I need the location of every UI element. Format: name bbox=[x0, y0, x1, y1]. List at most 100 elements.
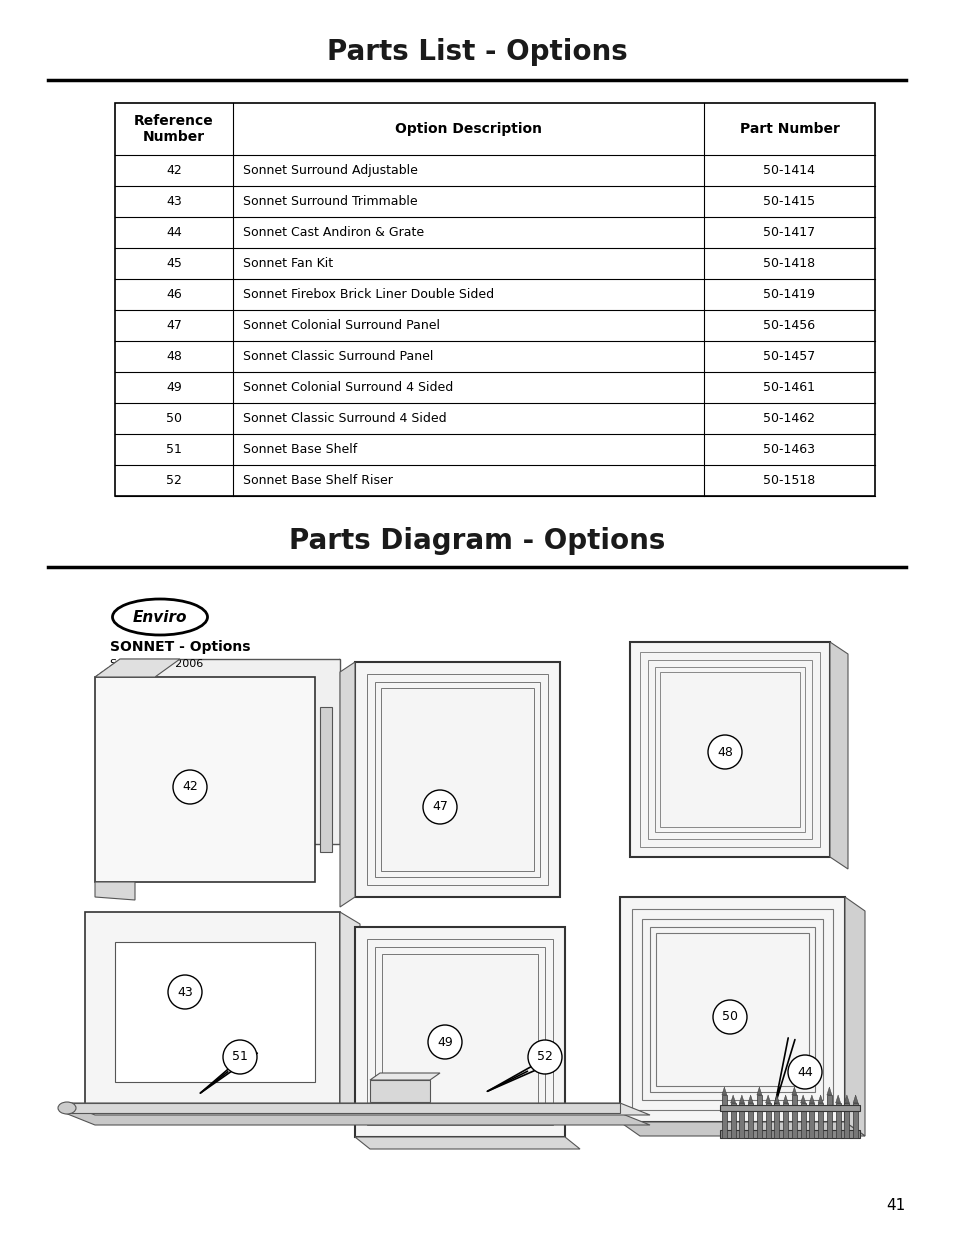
Bar bbox=[367, 674, 547, 885]
Polygon shape bbox=[95, 659, 180, 677]
Text: 50: 50 bbox=[721, 1010, 738, 1024]
Circle shape bbox=[422, 790, 456, 824]
Polygon shape bbox=[791, 1087, 796, 1095]
Polygon shape bbox=[370, 1073, 439, 1079]
Text: SONNET - Options: SONNET - Options bbox=[110, 640, 251, 655]
Bar bbox=[720, 1105, 859, 1112]
Bar bbox=[765, 1103, 770, 1137]
Text: 47: 47 bbox=[432, 800, 448, 814]
Text: Sonnet Fan Kit: Sonnet Fan Kit bbox=[243, 257, 333, 270]
Polygon shape bbox=[355, 1137, 579, 1149]
Ellipse shape bbox=[58, 1102, 76, 1114]
Text: 42: 42 bbox=[182, 781, 197, 794]
Text: Sonnet Classic Surround Panel: Sonnet Classic Surround Panel bbox=[243, 350, 433, 363]
Text: 50-1417: 50-1417 bbox=[762, 226, 815, 240]
Polygon shape bbox=[339, 911, 359, 1107]
Text: September 2006: September 2006 bbox=[110, 659, 203, 669]
Circle shape bbox=[707, 735, 741, 769]
Bar bbox=[381, 953, 537, 1110]
Polygon shape bbox=[818, 1095, 822, 1103]
Polygon shape bbox=[756, 1087, 761, 1095]
Circle shape bbox=[168, 974, 202, 1009]
Polygon shape bbox=[730, 1095, 735, 1103]
Text: Sonnet Surround Trimmable: Sonnet Surround Trimmable bbox=[243, 195, 417, 207]
Bar bbox=[655, 667, 804, 832]
Bar bbox=[791, 1095, 796, 1137]
Circle shape bbox=[712, 1000, 746, 1034]
Bar bbox=[739, 1103, 743, 1137]
Bar bbox=[782, 1103, 787, 1137]
Text: 44: 44 bbox=[797, 1066, 812, 1078]
Text: 45: 45 bbox=[166, 257, 182, 270]
Text: 52: 52 bbox=[166, 474, 182, 487]
Circle shape bbox=[223, 1040, 256, 1074]
Text: Sonnet Colonial Surround 4 Sided: Sonnet Colonial Surround 4 Sided bbox=[243, 382, 453, 394]
Polygon shape bbox=[829, 642, 847, 869]
Text: 49: 49 bbox=[166, 382, 182, 394]
Polygon shape bbox=[765, 1095, 770, 1103]
Bar bbox=[747, 1103, 752, 1137]
Text: 50-1419: 50-1419 bbox=[762, 288, 815, 301]
Text: 51: 51 bbox=[232, 1051, 248, 1063]
Text: 48: 48 bbox=[717, 746, 732, 758]
Polygon shape bbox=[826, 1087, 831, 1095]
Text: Sonnet Colonial Surround Panel: Sonnet Colonial Surround Panel bbox=[243, 319, 439, 332]
Polygon shape bbox=[835, 1095, 840, 1103]
Bar bbox=[641, 919, 822, 1100]
Text: 50-1418: 50-1418 bbox=[762, 257, 815, 270]
Bar bbox=[355, 927, 564, 1137]
Bar bbox=[649, 927, 814, 1092]
Bar bbox=[375, 947, 544, 1116]
Text: 50-1462: 50-1462 bbox=[762, 412, 815, 425]
Bar bbox=[756, 1095, 761, 1137]
Text: 46: 46 bbox=[166, 288, 182, 301]
Polygon shape bbox=[808, 1095, 814, 1103]
Text: Enviro: Enviro bbox=[132, 610, 187, 625]
Ellipse shape bbox=[112, 599, 208, 635]
Text: Part Number: Part Number bbox=[739, 122, 839, 136]
Text: 50-1456: 50-1456 bbox=[762, 319, 815, 332]
Text: 50-1461: 50-1461 bbox=[762, 382, 815, 394]
Text: 51: 51 bbox=[166, 443, 182, 456]
Text: 50-1463: 50-1463 bbox=[762, 443, 815, 456]
Polygon shape bbox=[747, 1095, 752, 1103]
Bar bbox=[852, 1103, 858, 1137]
Polygon shape bbox=[65, 1103, 649, 1115]
Text: 50-1457: 50-1457 bbox=[762, 350, 815, 363]
Text: Sonnet Cast Andiron & Grate: Sonnet Cast Andiron & Grate bbox=[243, 226, 423, 240]
Bar bbox=[355, 662, 559, 897]
Text: 49: 49 bbox=[436, 1035, 453, 1049]
Text: Sonnet Firebox Brick Liner Double Sided: Sonnet Firebox Brick Liner Double Sided bbox=[243, 288, 494, 301]
Bar bbox=[380, 688, 534, 871]
Circle shape bbox=[172, 769, 207, 804]
Text: Sonnet Classic Surround 4 Sided: Sonnet Classic Surround 4 Sided bbox=[243, 412, 446, 425]
Polygon shape bbox=[843, 1095, 848, 1103]
Bar bbox=[659, 672, 800, 827]
Text: Option Description: Option Description bbox=[395, 122, 541, 136]
Text: 50-1415: 50-1415 bbox=[762, 195, 815, 207]
Text: 44: 44 bbox=[166, 226, 182, 240]
Circle shape bbox=[428, 1025, 461, 1058]
Text: Parts Diagram - Options: Parts Diagram - Options bbox=[289, 527, 664, 555]
Polygon shape bbox=[844, 897, 864, 1136]
Bar bbox=[629, 642, 829, 857]
Text: 42: 42 bbox=[166, 164, 182, 177]
Text: 48: 48 bbox=[166, 350, 182, 363]
Bar bbox=[319, 706, 332, 852]
Bar bbox=[95, 677, 314, 882]
Bar bbox=[835, 1103, 840, 1137]
Text: 41: 41 bbox=[886, 1198, 905, 1213]
Text: Sonnet Surround Adjustable: Sonnet Surround Adjustable bbox=[243, 164, 417, 177]
Text: 50-1414: 50-1414 bbox=[762, 164, 815, 177]
Polygon shape bbox=[65, 1103, 619, 1113]
Polygon shape bbox=[65, 1113, 649, 1125]
Bar bbox=[120, 659, 339, 844]
Text: 47: 47 bbox=[166, 319, 182, 332]
Bar bbox=[370, 1079, 430, 1102]
Bar bbox=[826, 1095, 831, 1137]
Polygon shape bbox=[619, 1123, 864, 1136]
Circle shape bbox=[527, 1040, 561, 1074]
Polygon shape bbox=[721, 1087, 726, 1095]
Text: Reference
Number: Reference Number bbox=[133, 114, 213, 144]
Polygon shape bbox=[339, 662, 355, 906]
